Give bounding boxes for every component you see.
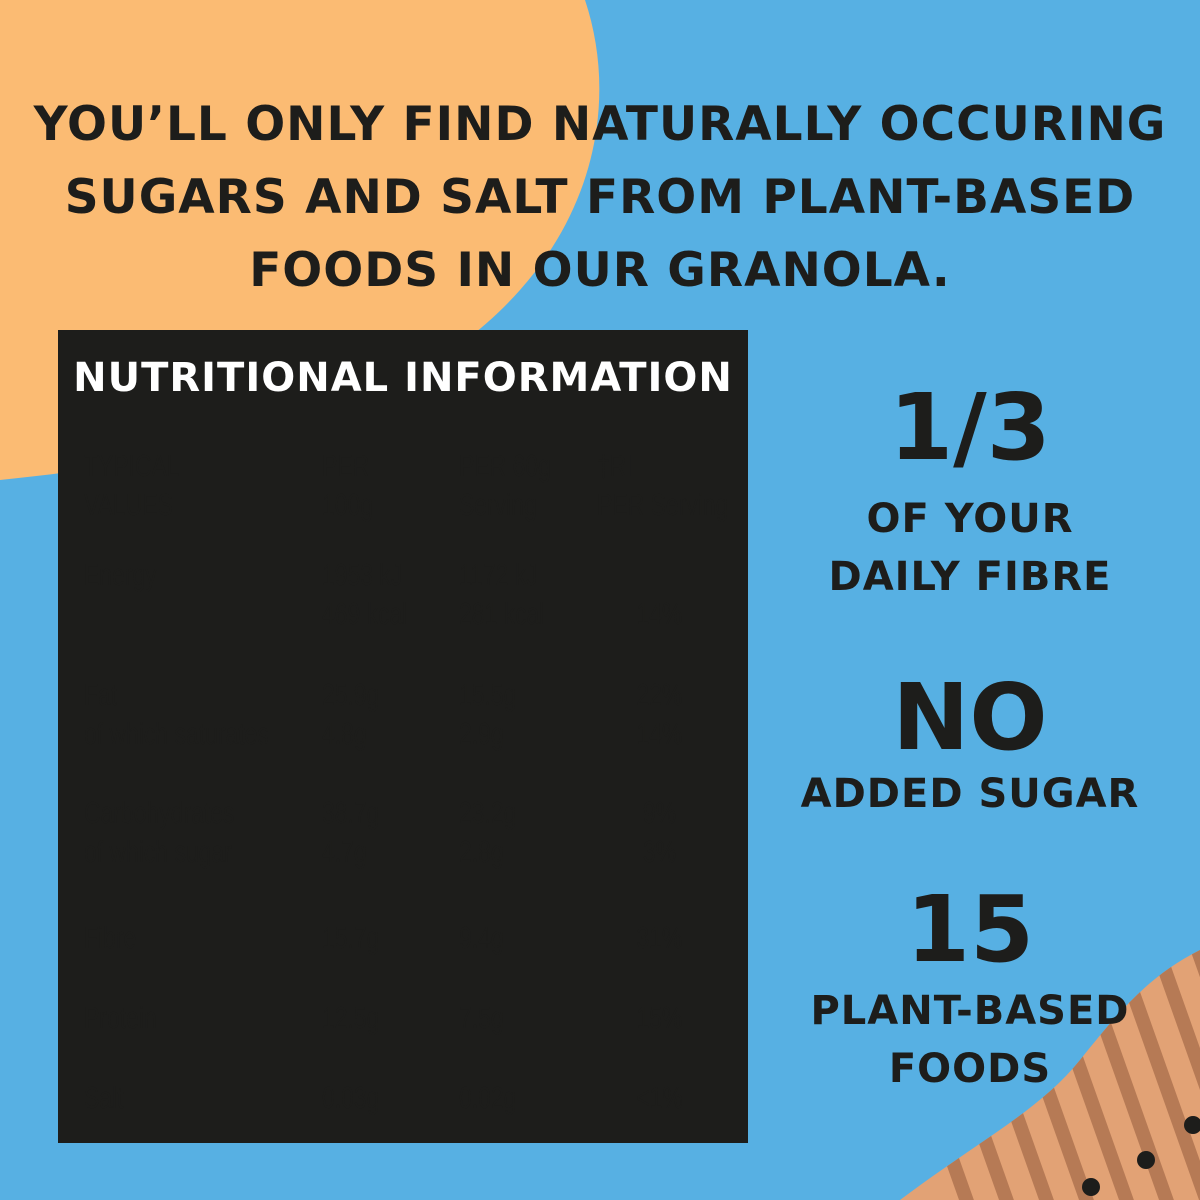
cell-text: Fat xyxy=(84,677,118,712)
cell-text: of which sugar xyxy=(84,834,232,869)
cell-text: Carbohydrates xyxy=(84,795,235,830)
table-cell: Salt xyxy=(64,1064,296,1143)
cell-text: 31% xyxy=(636,920,683,955)
cell-text: 38.7g xyxy=(322,795,380,830)
stat-caption: ADDED SUGAR xyxy=(790,765,1150,823)
cell-text: PER Serving xyxy=(597,487,729,522)
cell-text: 0.02g xyxy=(459,1080,517,1115)
table-cell: 23.2g 2.8g xyxy=(439,779,571,898)
table-cell: 1172 kJ 281 kcal xyxy=(439,541,571,655)
stat-caption-line: DAILY FIBRE xyxy=(828,554,1112,600)
cell-text: Energy xyxy=(84,557,157,592)
cell-text: 100g xyxy=(322,487,374,522)
cell-text: 15.7g xyxy=(322,920,380,955)
table-cell: Fibre xyxy=(64,904,296,978)
header-cell: PER 60g Serving xyxy=(439,432,571,535)
table-cell: 15.5g 2.9g xyxy=(439,661,571,773)
cell-text: †RI xyxy=(597,448,633,483)
table-cell: Protein xyxy=(64,984,296,1058)
headline-line: SUGARS AND SALT FROM PLANT-BASED xyxy=(64,170,1136,225)
table-cell: <1% xyxy=(577,1064,742,1143)
table-cell: 12.5g xyxy=(302,984,433,1058)
cell-text: 9% xyxy=(642,795,677,830)
cell-text: 4.8g xyxy=(322,716,367,751)
cell-text: 469 kcal xyxy=(322,596,408,631)
table-cell: 0.03g xyxy=(302,1064,433,1143)
cell-text: 25.9g xyxy=(322,677,380,712)
cell-text: 9.4g xyxy=(459,920,504,955)
cell-text: PER xyxy=(322,448,370,483)
cell-text: <1% xyxy=(636,1080,683,1115)
stat-caption-line: PLANT-BASED xyxy=(810,988,1130,1034)
stat-caption-line: OF YOUR xyxy=(866,496,1074,542)
table-cell: 14% xyxy=(577,541,742,655)
cell-text: 23.2g xyxy=(459,795,517,830)
cell-text: 2.8g xyxy=(459,834,504,869)
cell-text: VALUES xyxy=(84,487,173,522)
cell-text: Fibre xyxy=(84,920,137,955)
cell-text: PER 60g xyxy=(459,448,551,483)
cell-text: 14% xyxy=(636,716,683,751)
table-cell: 7.5g xyxy=(439,984,571,1058)
stat-caption-line: ADDED SUGAR xyxy=(800,771,1140,817)
stat-caption-line: FOODS xyxy=(888,1046,1052,1092)
table-cell: 25.9g 4.8g xyxy=(302,661,433,773)
stat-caption: OF YOUR DAILY FIBRE xyxy=(790,490,1150,606)
cell-text: of which saturates xyxy=(84,716,269,751)
table-cell: Carbohydrates of which sugar xyxy=(64,779,296,898)
table-cell: 22% 14% xyxy=(577,661,742,773)
cell-text: 12.5g xyxy=(322,1000,380,1035)
header-cell: TYPICAL VALUES xyxy=(64,432,296,535)
cell-text: 1172 kJ xyxy=(459,557,538,592)
table-cell: 15% xyxy=(577,984,742,1058)
cell-text: 15.5g xyxy=(459,677,517,712)
cell-text: 4.7g xyxy=(322,834,367,869)
cell-text: 0.03g xyxy=(322,1080,380,1115)
stat-number: 15 xyxy=(905,876,1035,983)
cell-text: Salt xyxy=(84,1080,124,1115)
cell-text: 281 kcal xyxy=(459,596,545,631)
headline-line: YOU’LL ONLY FIND NATURALLY OCCURING xyxy=(33,97,1167,152)
cell-text: 3% xyxy=(642,834,677,869)
stat-caption: PLANT-BASED FOODS xyxy=(790,982,1150,1098)
table-cell: 31% xyxy=(577,904,742,978)
header-cell: PER 100g xyxy=(302,432,433,535)
table-cell: Fat of which saturates xyxy=(64,661,296,773)
table-cell: 9% 3% xyxy=(577,779,742,898)
stat-number: 1/3 xyxy=(889,374,1051,481)
stat-number: NO xyxy=(892,664,1048,771)
cell-text: 14% xyxy=(636,596,683,631)
cell-text: 1953 kJ xyxy=(322,557,403,592)
cell-text: 15% xyxy=(636,1000,683,1035)
header-cell: †RI PER Serving xyxy=(577,432,742,535)
headline: YOU’LL ONLY FIND NATURALLY OCCURING SUGA… xyxy=(0,88,1200,307)
nutrition-table: NUTRITIONAL INFORMATION TYPICAL VALUES PER… xyxy=(58,330,748,1143)
table-cell: Energy xyxy=(64,541,296,655)
table-cell: 38.7g 4.7g xyxy=(302,779,433,898)
cell-text: TYPICAL xyxy=(84,448,180,483)
cell-text: 2.9g xyxy=(459,716,504,751)
cell-text: 22% xyxy=(636,677,683,712)
table-cell: 9.4g xyxy=(439,904,571,978)
table-cell: 1953 kJ 469 kcal xyxy=(302,541,433,655)
table-title: NUTRITIONAL INFORMATION xyxy=(73,355,733,401)
table-cell: 0.02g xyxy=(439,1064,571,1143)
table-cell: 15.7g xyxy=(302,904,433,978)
headline-line: FOODS IN OUR GRANOLA. xyxy=(249,243,951,298)
cell-text: Serving xyxy=(459,487,537,522)
cell-text: Protein xyxy=(84,1000,157,1035)
cell-text xyxy=(598,555,720,594)
cell-text: 7.5g xyxy=(459,1000,504,1035)
